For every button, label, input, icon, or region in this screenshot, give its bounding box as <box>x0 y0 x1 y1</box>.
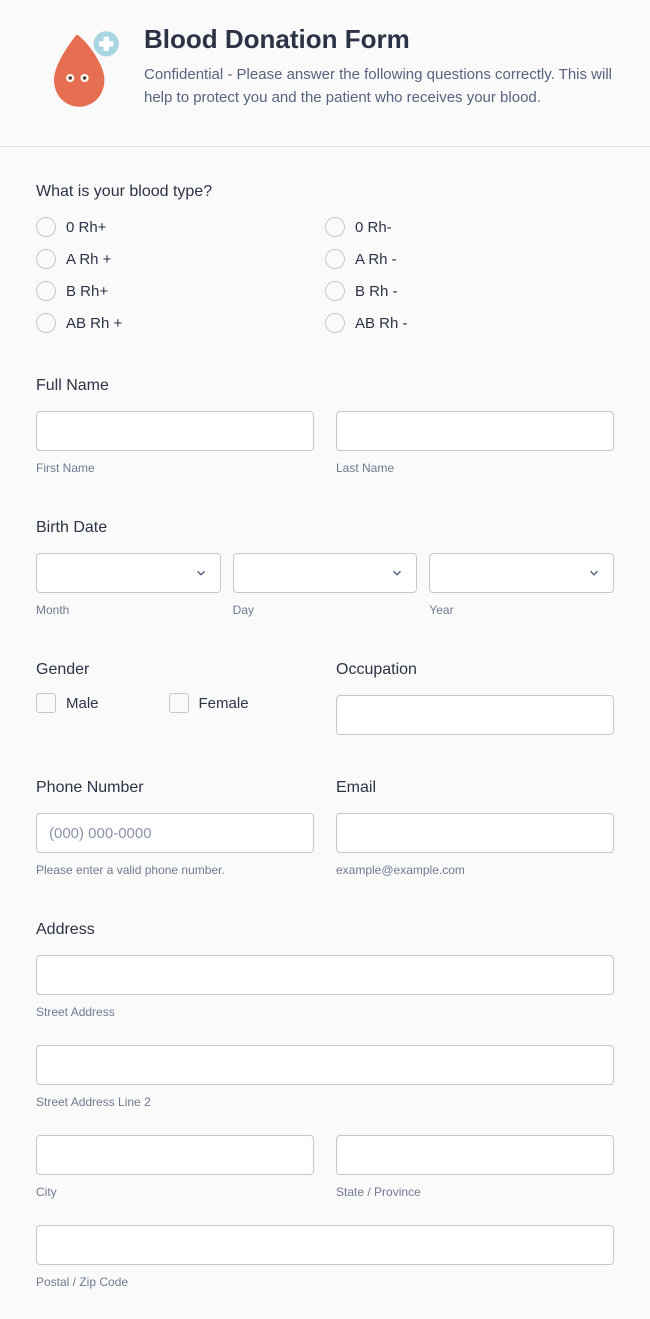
street-address-input[interactable] <box>36 955 614 995</box>
radio-arh-plus[interactable]: A Rh + <box>36 249 325 269</box>
radio-abrh-plus[interactable]: AB Rh + <box>36 313 325 333</box>
last-name-sublabel: Last Name <box>336 461 614 475</box>
gender-occupation-section: Gender Male Female Occupation <box>36 661 614 735</box>
radio-arh-minus[interactable]: A Rh - <box>325 249 614 269</box>
phone-email-section: Phone Number Please enter a valid phone … <box>36 779 614 877</box>
chevron-down-icon <box>194 566 208 580</box>
blood-drop-icon <box>36 24 126 114</box>
chevron-down-icon <box>390 566 404 580</box>
chevron-down-icon <box>587 566 601 580</box>
gender-label: Gender <box>36 661 314 679</box>
city-input[interactable] <box>36 1135 314 1175</box>
radio-icon <box>36 281 56 301</box>
radio-icon <box>325 217 345 237</box>
radio-icon <box>325 249 345 269</box>
phone-input[interactable] <box>36 813 314 853</box>
radio-icon <box>325 313 345 333</box>
radio-icon <box>36 313 56 333</box>
occupation-input[interactable] <box>336 695 614 735</box>
postal-input[interactable] <box>36 1225 614 1265</box>
full-name-label: Full Name <box>36 377 614 395</box>
page-subtitle: Confidential - Please answer the followi… <box>144 63 614 110</box>
radio-0rh-minus[interactable]: 0 Rh- <box>325 217 614 237</box>
radio-brh-minus[interactable]: B Rh - <box>325 281 614 301</box>
address-section: Address Street Address Street Address Li… <box>36 921 614 1289</box>
state-sublabel: State / Province <box>336 1185 614 1199</box>
street2-sublabel: Street Address Line 2 <box>36 1095 614 1109</box>
phone-label: Phone Number <box>36 779 314 797</box>
radio-icon <box>325 281 345 301</box>
radio-0rh-plus[interactable]: 0 Rh+ <box>36 217 325 237</box>
gender-female-checkbox[interactable]: Female <box>169 693 249 713</box>
form-body: What is your blood type? 0 Rh+ 0 Rh- A R… <box>0 147 650 1319</box>
first-name-sublabel: First Name <box>36 461 314 475</box>
phone-hint: Please enter a valid phone number. <box>36 863 314 877</box>
year-select[interactable] <box>429 553 614 593</box>
first-name-input[interactable] <box>36 411 314 451</box>
birth-date-label: Birth Date <box>36 519 614 537</box>
email-hint: example@example.com <box>336 863 614 877</box>
state-input[interactable] <box>336 1135 614 1175</box>
street-sublabel: Street Address <box>36 1005 614 1019</box>
email-input[interactable] <box>336 813 614 853</box>
checkbox-icon <box>36 693 56 713</box>
street-address2-input[interactable] <box>36 1045 614 1085</box>
checkbox-icon <box>169 693 189 713</box>
year-sublabel: Year <box>429 603 614 617</box>
radio-icon <box>36 249 56 269</box>
page-title: Blood Donation Form <box>144 24 614 55</box>
day-select[interactable] <box>233 553 418 593</box>
month-select[interactable] <box>36 553 221 593</box>
address-label: Address <box>36 921 614 939</box>
city-sublabel: City <box>36 1185 314 1199</box>
radio-icon <box>36 217 56 237</box>
blood-type-section: What is your blood type? 0 Rh+ 0 Rh- A R… <box>36 183 614 333</box>
gender-male-checkbox[interactable]: Male <box>36 693 99 713</box>
blood-type-question: What is your blood type? <box>36 183 614 201</box>
last-name-input[interactable] <box>336 411 614 451</box>
occupation-label: Occupation <box>336 661 614 679</box>
month-sublabel: Month <box>36 603 221 617</box>
email-label: Email <box>336 779 614 797</box>
birth-date-section: Birth Date Month Day Year <box>36 519 614 617</box>
day-sublabel: Day <box>233 603 418 617</box>
postal-sublabel: Postal / Zip Code <box>36 1275 614 1289</box>
radio-brh-plus[interactable]: B Rh+ <box>36 281 325 301</box>
form-header: Blood Donation Form Confidential - Pleas… <box>0 0 650 147</box>
radio-abrh-minus[interactable]: AB Rh - <box>325 313 614 333</box>
full-name-section: Full Name First Name Last Name <box>36 377 614 475</box>
